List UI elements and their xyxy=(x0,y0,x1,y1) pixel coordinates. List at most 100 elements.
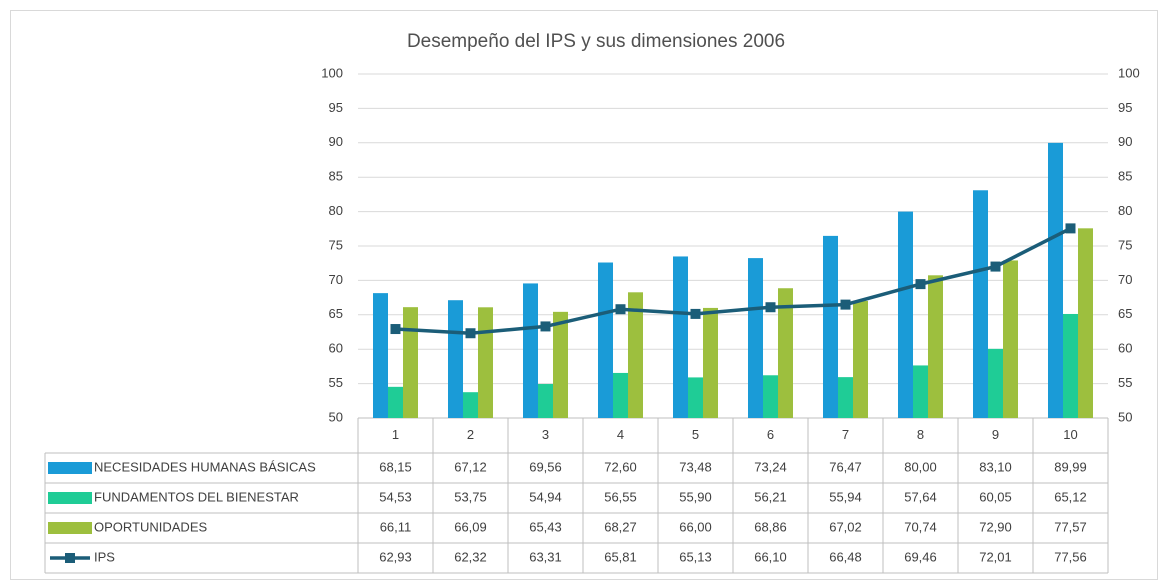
bar xyxy=(478,307,493,418)
chart-title: Desempeño del IPS y sus dimensiones 2006 xyxy=(407,31,785,52)
data-label: 63,31 xyxy=(529,549,562,564)
data-label: 65,13 xyxy=(679,549,712,564)
data-label: 55,90 xyxy=(679,489,712,504)
data-label: 68,15 xyxy=(379,459,412,474)
y2-tick-label: 70 xyxy=(1118,272,1132,287)
y-tick-label: 55 xyxy=(329,375,343,390)
data-label: 76,47 xyxy=(829,459,862,474)
y2-tick-label: 85 xyxy=(1118,169,1132,184)
x-tick-label: 9 xyxy=(992,427,999,442)
y2-tick-label: 50 xyxy=(1118,409,1132,424)
data-label: 53,75 xyxy=(454,489,487,504)
bar xyxy=(1003,260,1018,418)
data-label: 68,86 xyxy=(754,519,787,534)
data-label: 68,27 xyxy=(604,519,637,534)
y2-tick-label: 55 xyxy=(1118,375,1132,390)
data-label: 66,48 xyxy=(829,549,862,564)
data-label: 62,32 xyxy=(454,549,487,564)
bar xyxy=(598,262,613,418)
bar xyxy=(823,235,838,418)
y2-tick-label: 65 xyxy=(1118,306,1132,321)
bar xyxy=(913,365,928,418)
y2-tick-label: 95 xyxy=(1118,100,1132,115)
data-label: 83,10 xyxy=(979,459,1012,474)
bar xyxy=(538,384,553,418)
bar xyxy=(523,283,538,418)
legend-key xyxy=(48,462,92,474)
x-tick-label: 1 xyxy=(392,427,399,442)
bar xyxy=(688,377,703,418)
data-label: 89,99 xyxy=(1054,459,1087,474)
data-label: 72,90 xyxy=(979,519,1012,534)
chart-border xyxy=(10,10,1158,580)
data-label: 66,09 xyxy=(454,519,487,534)
bar xyxy=(403,307,418,418)
data-label: 80,00 xyxy=(904,459,937,474)
data-label: 65,43 xyxy=(529,519,562,534)
bar xyxy=(388,386,403,418)
bar xyxy=(853,300,868,418)
bar xyxy=(973,190,988,418)
bar xyxy=(553,311,568,418)
marker xyxy=(840,299,851,310)
x-tick-label: 4 xyxy=(617,427,624,442)
x-tick-label: 8 xyxy=(917,427,924,442)
y-tick-label: 90 xyxy=(329,134,343,149)
marker xyxy=(465,328,476,339)
bar xyxy=(838,377,853,418)
data-label: 55,94 xyxy=(829,489,862,504)
bar xyxy=(778,288,793,418)
y-tick-label: 70 xyxy=(329,272,343,287)
data-label: 67,02 xyxy=(829,519,862,534)
data-label: 66,00 xyxy=(679,519,712,534)
data-label: 62,93 xyxy=(379,549,412,564)
legend-label: OPORTUNIDADES xyxy=(94,519,207,534)
bar xyxy=(1078,228,1093,418)
y2-tick-label: 90 xyxy=(1118,134,1132,149)
y2-tick-label: 100 xyxy=(1118,65,1140,80)
bar xyxy=(703,307,718,418)
y-tick-label: 65 xyxy=(329,306,343,321)
marker xyxy=(915,279,926,290)
marker xyxy=(1065,223,1076,234)
marker xyxy=(540,321,551,332)
data-label: 69,46 xyxy=(904,549,937,564)
x-tick-label: 2 xyxy=(467,427,474,442)
data-label: 70,74 xyxy=(904,519,937,534)
y-tick-label: 80 xyxy=(329,203,343,218)
data-label: 77,56 xyxy=(1054,549,1087,564)
bar xyxy=(673,256,688,418)
data-label: 57,64 xyxy=(904,489,937,504)
bar xyxy=(628,292,643,418)
x-tick-label: 6 xyxy=(767,427,774,442)
data-label: 56,21 xyxy=(754,489,787,504)
data-label: 65,81 xyxy=(604,549,637,564)
x-tick-label: 5 xyxy=(692,427,699,442)
legend-key xyxy=(48,492,92,504)
data-label: 69,56 xyxy=(529,459,562,474)
data-label: 73,48 xyxy=(679,459,712,474)
y-tick-label: 100 xyxy=(321,65,343,80)
y-tick-label: 50 xyxy=(329,409,343,424)
marker xyxy=(690,308,701,319)
bar xyxy=(1048,142,1063,418)
y-tick-label: 95 xyxy=(329,100,343,115)
marker xyxy=(990,261,1001,272)
bar xyxy=(928,275,943,418)
marker xyxy=(615,304,626,315)
data-label: 77,57 xyxy=(1054,519,1087,534)
bar xyxy=(463,392,478,418)
data-label: 67,12 xyxy=(454,459,487,474)
y2-tick-label: 60 xyxy=(1118,341,1132,356)
x-tick-label: 7 xyxy=(842,427,849,442)
data-label: 66,10 xyxy=(754,549,787,564)
marker xyxy=(765,302,776,313)
bar xyxy=(898,211,913,418)
data-label: 54,53 xyxy=(379,489,412,504)
legend-key xyxy=(65,553,75,563)
legend-label: NECESIDADES HUMANAS BÁSICAS xyxy=(94,459,316,474)
legend-label: FUNDAMENTOS DEL BIENESTAR xyxy=(94,489,299,504)
data-label: 56,55 xyxy=(604,489,637,504)
y2-tick-label: 80 xyxy=(1118,203,1132,218)
